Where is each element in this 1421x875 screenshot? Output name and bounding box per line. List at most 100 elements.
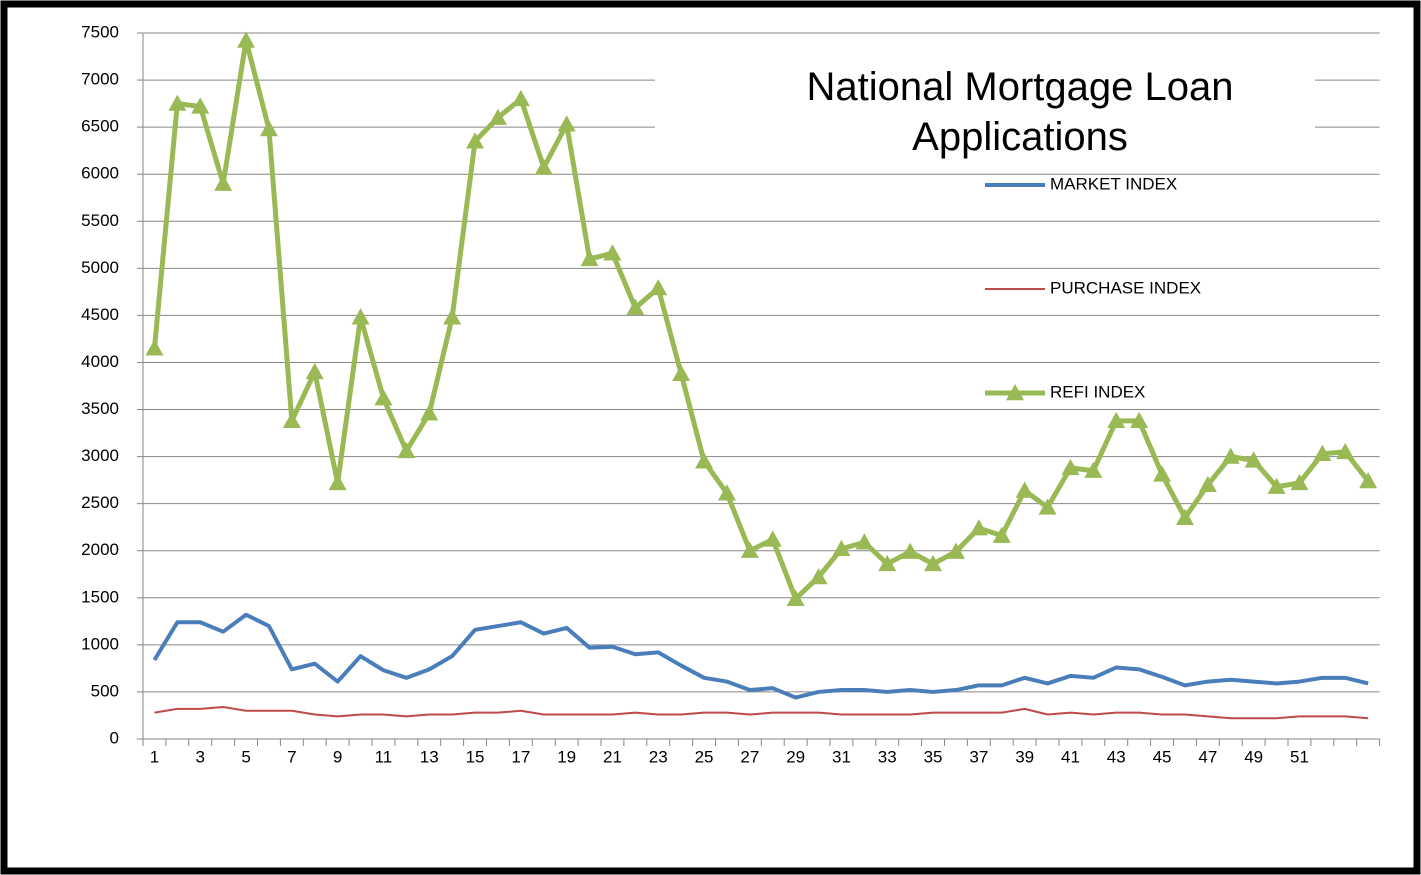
- y-tick-label: 4500: [81, 305, 119, 324]
- data-marker: [924, 554, 943, 572]
- y-tick-label: 6000: [81, 164, 119, 183]
- data-marker: [534, 158, 553, 175]
- x-tick-label: 49: [1244, 747, 1263, 766]
- x-tick-label: 45: [1153, 747, 1172, 766]
- data-marker: [809, 568, 828, 585]
- x-tick-label: 33: [878, 747, 897, 766]
- x-tick-label: 39: [1015, 747, 1034, 766]
- title-backdrop: [655, 62, 1315, 172]
- data-marker: [511, 89, 530, 107]
- x-tick-label: 29: [786, 747, 805, 766]
- x-tick-label: 9: [333, 747, 342, 766]
- data-marker: [695, 452, 714, 469]
- y-tick-label: 1000: [81, 634, 119, 653]
- y-tick-label: 1500: [81, 587, 119, 606]
- data-marker: [420, 404, 439, 421]
- data-marker: [717, 484, 736, 501]
- data-marker: [649, 279, 668, 296]
- data-marker: [1336, 442, 1355, 460]
- y-tick-label: 3500: [81, 399, 119, 418]
- x-tick-label: 35: [924, 747, 943, 766]
- data-marker: [374, 389, 393, 406]
- data-marker: [603, 244, 622, 261]
- y-tick-label: 7000: [81, 70, 119, 89]
- legend-label: REFI INDEX: [1050, 382, 1145, 401]
- x-tick-label: 7: [287, 747, 296, 766]
- data-marker: [466, 132, 485, 149]
- data-marker: [1244, 451, 1263, 468]
- x-tick-label: 31: [832, 747, 851, 766]
- data-marker: [740, 541, 759, 558]
- data-marker: [946, 542, 965, 559]
- data-marker: [855, 533, 874, 550]
- data-marker: [1290, 473, 1309, 491]
- x-tick-label: 51: [1290, 747, 1309, 766]
- data-marker: [1175, 508, 1194, 525]
- data-marker: [1130, 411, 1149, 429]
- data-marker: [672, 364, 691, 381]
- x-tick-label: 19: [557, 747, 576, 766]
- y-tick-label: 5000: [81, 258, 119, 277]
- data-marker: [237, 31, 256, 48]
- x-tick-label: 1: [150, 747, 159, 766]
- data-marker: [259, 120, 278, 137]
- y-tick-label: 7500: [81, 22, 119, 41]
- y-tick-label: 2500: [81, 493, 119, 512]
- data-marker: [1153, 465, 1172, 482]
- x-tick-label: 15: [466, 747, 485, 766]
- data-marker: [488, 108, 507, 125]
- y-tick-label: 4000: [81, 352, 119, 371]
- data-marker: [1267, 477, 1286, 494]
- y-tick-label: 3000: [81, 446, 119, 465]
- x-tick-label: 5: [241, 747, 250, 766]
- y-tick-label: 5500: [81, 211, 119, 230]
- x-tick-label: 25: [695, 747, 714, 766]
- data-marker: [832, 539, 851, 557]
- x-tick-label: 21: [603, 747, 622, 766]
- legend-marker: [1006, 384, 1024, 401]
- data-marker: [168, 94, 187, 111]
- data-marker: [1221, 447, 1240, 464]
- data-marker: [1038, 498, 1057, 515]
- legend-label: MARKET INDEX: [1050, 174, 1177, 193]
- data-marker: [1084, 461, 1103, 478]
- data-marker: [763, 530, 782, 547]
- series-line: [151, 38, 1371, 602]
- data-marker: [1061, 458, 1080, 476]
- x-tick-label: 3: [196, 747, 205, 766]
- data-marker: [992, 526, 1011, 543]
- y-tick-label: 2000: [81, 540, 119, 559]
- data-marker: [351, 308, 370, 325]
- series-line: [152, 612, 1369, 700]
- data-marker: [557, 115, 576, 132]
- data-marker: [305, 362, 324, 380]
- data-marker: [786, 589, 805, 606]
- x-tick-label: 47: [1198, 747, 1217, 766]
- y-tick-label: 6500: [81, 117, 119, 136]
- data-marker: [191, 97, 210, 114]
- y-tick-label: 500: [91, 681, 119, 700]
- data-marker: [328, 473, 347, 491]
- x-tick-label: 43: [1107, 747, 1126, 766]
- x-tick-label: 27: [740, 747, 759, 766]
- y-tick-label: 0: [110, 728, 119, 747]
- data-marker: [1313, 444, 1332, 461]
- chart-title: National Mortgage Loan Applications: [806, 65, 1234, 159]
- x-tick-label: 11: [375, 747, 393, 766]
- series-line: [154, 705, 1369, 720]
- data-marker: [626, 298, 645, 316]
- x-tick-label: 41: [1061, 747, 1080, 766]
- data-marker: [901, 542, 920, 559]
- data-marker: [1359, 472, 1378, 489]
- data-marker: [145, 339, 164, 356]
- legend-label: PURCHASE INDEX: [1050, 278, 1201, 297]
- data-marker: [282, 411, 301, 429]
- data-marker: [397, 441, 416, 459]
- data-marker: [1015, 481, 1034, 498]
- x-tick-label: 23: [649, 747, 668, 766]
- data-marker: [878, 554, 897, 572]
- data-marker: [443, 308, 462, 325]
- data-marker: [214, 174, 233, 191]
